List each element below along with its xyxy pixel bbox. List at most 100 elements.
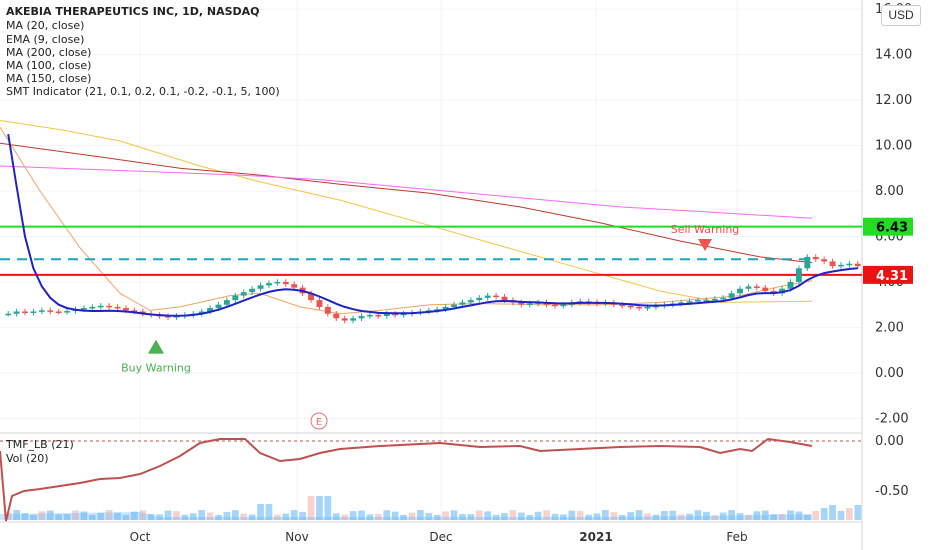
volume-bar	[122, 514, 130, 520]
volume-bar	[21, 513, 29, 520]
indicator-ma100-label: MA (100, close)	[6, 59, 92, 72]
candle-body	[493, 295, 500, 298]
candle-body	[526, 303, 533, 306]
candle-body	[266, 283, 272, 286]
x-tick-label: Oct	[130, 530, 151, 544]
candle-body	[695, 300, 701, 302]
currency-button[interactable]: USD	[881, 5, 921, 26]
candle-body	[333, 313, 340, 319]
candle-body	[249, 288, 256, 293]
candle-body	[274, 281, 281, 284]
volume-bar	[677, 514, 685, 520]
price-label-0: 6.43	[876, 221, 908, 236]
volume-bar	[114, 512, 121, 520]
volume-bar	[139, 510, 147, 520]
volume-label: Vol (20)	[6, 452, 49, 465]
price-label-bg-0	[863, 217, 913, 236]
volume-bar	[341, 514, 349, 520]
volume-bar	[88, 514, 96, 520]
candle-body	[5, 313, 12, 316]
candle-body	[291, 284, 298, 288]
volume-bar	[274, 514, 281, 520]
volume-bar	[231, 510, 239, 520]
volume-bar	[551, 513, 559, 520]
tmf-line	[0, 437, 813, 522]
volume-bar	[753, 511, 761, 520]
buy-warning-marker	[148, 339, 164, 354]
y-tick-label: 2.00	[875, 320, 904, 335]
volume-bar	[97, 512, 105, 520]
candle-body	[762, 287, 769, 292]
chart-title: AKEBIA THERAPEUTICS INC, 1D, NASDAQ	[6, 5, 260, 18]
volume-bar	[265, 504, 273, 520]
volume-bar	[282, 513, 290, 520]
candle-body	[459, 302, 466, 305]
candle-body	[38, 310, 45, 312]
volume-bar	[585, 514, 592, 520]
indicator-ma150-label: MA (150, close)	[6, 72, 92, 85]
volume-bar	[509, 510, 517, 520]
candle-body	[383, 313, 390, 317]
candle-body	[165, 316, 171, 318]
x-tick-label: Dec	[429, 530, 452, 544]
volume-bar	[787, 510, 794, 520]
volume-bar	[703, 511, 710, 520]
candle-body	[30, 311, 37, 313]
candle-body	[703, 300, 710, 302]
volume-bar	[501, 513, 508, 520]
volume-bar	[206, 512, 214, 520]
candle-body	[787, 281, 794, 289]
volume-bar	[526, 514, 534, 520]
volume-bar	[576, 511, 584, 520]
volume-bar	[215, 514, 222, 520]
volume-bar	[711, 514, 719, 520]
volume-bar	[517, 512, 525, 520]
volume-bar	[492, 514, 500, 520]
candle-body	[753, 286, 760, 288]
volume-bar	[38, 511, 46, 520]
candle-body	[123, 308, 129, 311]
indicator-ema9-label: EMA (9, close)	[6, 33, 85, 46]
candle-body	[745, 286, 752, 289]
candle-body	[636, 306, 643, 309]
volume-bar	[189, 513, 197, 520]
candle-body	[619, 304, 626, 307]
volume-bar	[467, 514, 475, 520]
candle-body	[711, 298, 718, 301]
candle-body	[552, 304, 558, 307]
tmf-label: TMF_LB (21)	[6, 438, 74, 451]
candle-body	[678, 302, 685, 304]
volume-bar	[72, 510, 79, 520]
candle-body	[64, 311, 71, 313]
earnings-marker	[310, 412, 328, 430]
volume-bar	[652, 514, 660, 520]
volume-bar	[669, 510, 677, 520]
candle-body	[308, 293, 314, 301]
volume-bar	[686, 513, 693, 520]
ma200-line	[0, 120, 813, 303]
candle-body	[518, 302, 525, 305]
volume-bar	[55, 514, 63, 520]
candle-body	[282, 281, 289, 285]
volume-bar	[770, 514, 778, 520]
volume-bar	[837, 511, 845, 520]
candle-body	[80, 308, 87, 310]
candle-body	[812, 256, 819, 260]
candle-body	[131, 310, 138, 312]
volume-bar	[147, 513, 155, 520]
volume-bar	[627, 512, 635, 520]
sell-warning-label: Sell Warning	[671, 223, 740, 236]
volume-bar	[846, 508, 853, 520]
volume-bar	[459, 514, 466, 520]
candle-body	[804, 256, 811, 269]
candle-body	[324, 306, 331, 314]
candle-body	[358, 316, 365, 319]
earnings-label: E	[316, 417, 322, 428]
volume-bar	[425, 512, 433, 520]
y-tick-label: 8.00	[875, 184, 904, 199]
volume-bar	[173, 511, 180, 520]
volume-bar	[290, 510, 298, 520]
volume-ma-area	[0, 512, 812, 520]
candle-body	[207, 308, 214, 312]
